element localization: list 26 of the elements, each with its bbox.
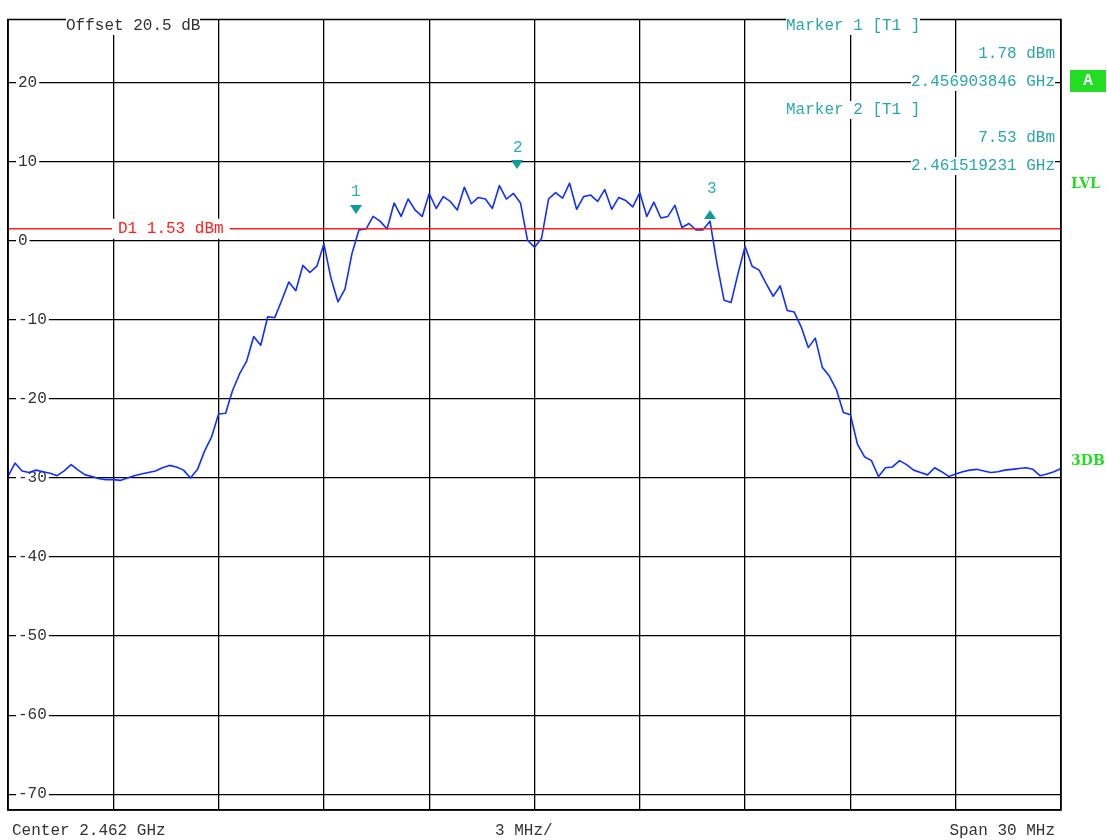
y-tick-label: -60 <box>18 706 47 725</box>
text: 3DB <box>1071 451 1105 469</box>
y-tick-label: -50 <box>18 627 47 646</box>
annotation: 1.78 dBm <box>978 45 1055 63</box>
text: A <box>1070 70 1106 92</box>
annotation: Marker 2 [T1 ] <box>786 101 921 119</box>
text: Span 30 MHz <box>949 822 1055 840</box>
text: Center 2.462 GHz <box>12 822 166 840</box>
ref-line-label: D1 1.53 dBm <box>118 220 224 239</box>
y-tick-label: 20 <box>18 74 38 93</box>
annotation: 2.461519231 GHz <box>910 157 1055 175</box>
annotation: 3 <box>707 180 717 198</box>
y-tick-label: -20 <box>18 390 47 409</box>
text: LVL <box>1071 174 1100 192</box>
y-tick-label: 10 <box>18 153 38 172</box>
y-tick-label: 0 <box>18 232 28 251</box>
annotation: Offset 20.5 dB <box>66 17 201 35</box>
annotation: 1 <box>351 183 361 201</box>
text: 3 MHz/ <box>495 822 553 840</box>
y-tick-label: -10 <box>18 311 47 330</box>
annotation: 7.53 dBm <box>978 129 1055 147</box>
y-tick-label: -40 <box>18 548 47 567</box>
annotation: 2.456903846 GHz <box>910 73 1055 91</box>
y-tick-label: -70 <box>18 785 47 804</box>
annotation: Marker 1 [T1 ] <box>786 17 921 35</box>
annotation: 2 <box>513 139 523 157</box>
